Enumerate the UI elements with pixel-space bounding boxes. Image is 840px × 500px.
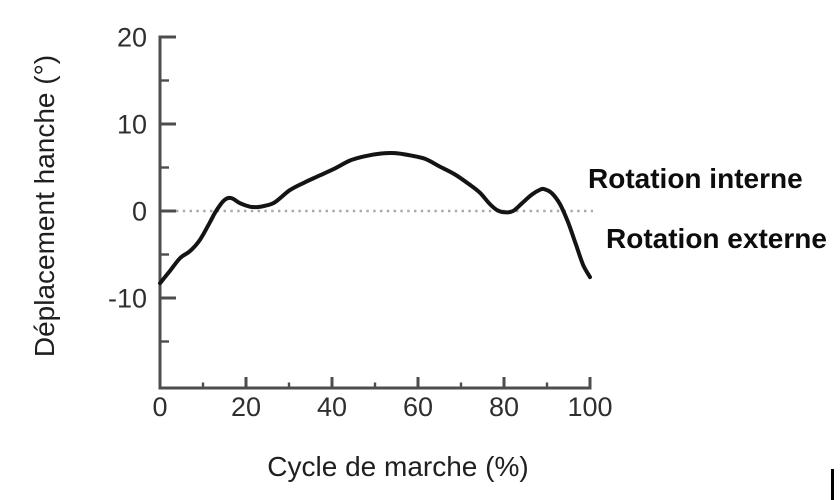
y-tick-label: 0 xyxy=(132,197,147,227)
x-tick-label: 100 xyxy=(567,392,612,422)
hip-rotation-curve xyxy=(158,151,592,286)
right-edge-artifact-bar xyxy=(831,469,834,500)
y-tick-label: -10 xyxy=(108,284,147,314)
x-tick-label: 80 xyxy=(489,392,519,422)
x-tick-label: 0 xyxy=(152,392,167,422)
x-tick-label: 40 xyxy=(317,392,347,422)
y-tick-label: 10 xyxy=(117,110,147,140)
y-tick-label: 20 xyxy=(117,23,147,53)
annotation-rotation-interne: Rotation interne xyxy=(588,163,803,194)
x-tick-label: 60 xyxy=(403,392,433,422)
x-tick-label: 20 xyxy=(231,392,261,422)
x-axis-title: Cycle de marche (%) xyxy=(267,451,529,482)
annotation-rotation-externe: Rotation externe xyxy=(606,223,827,254)
